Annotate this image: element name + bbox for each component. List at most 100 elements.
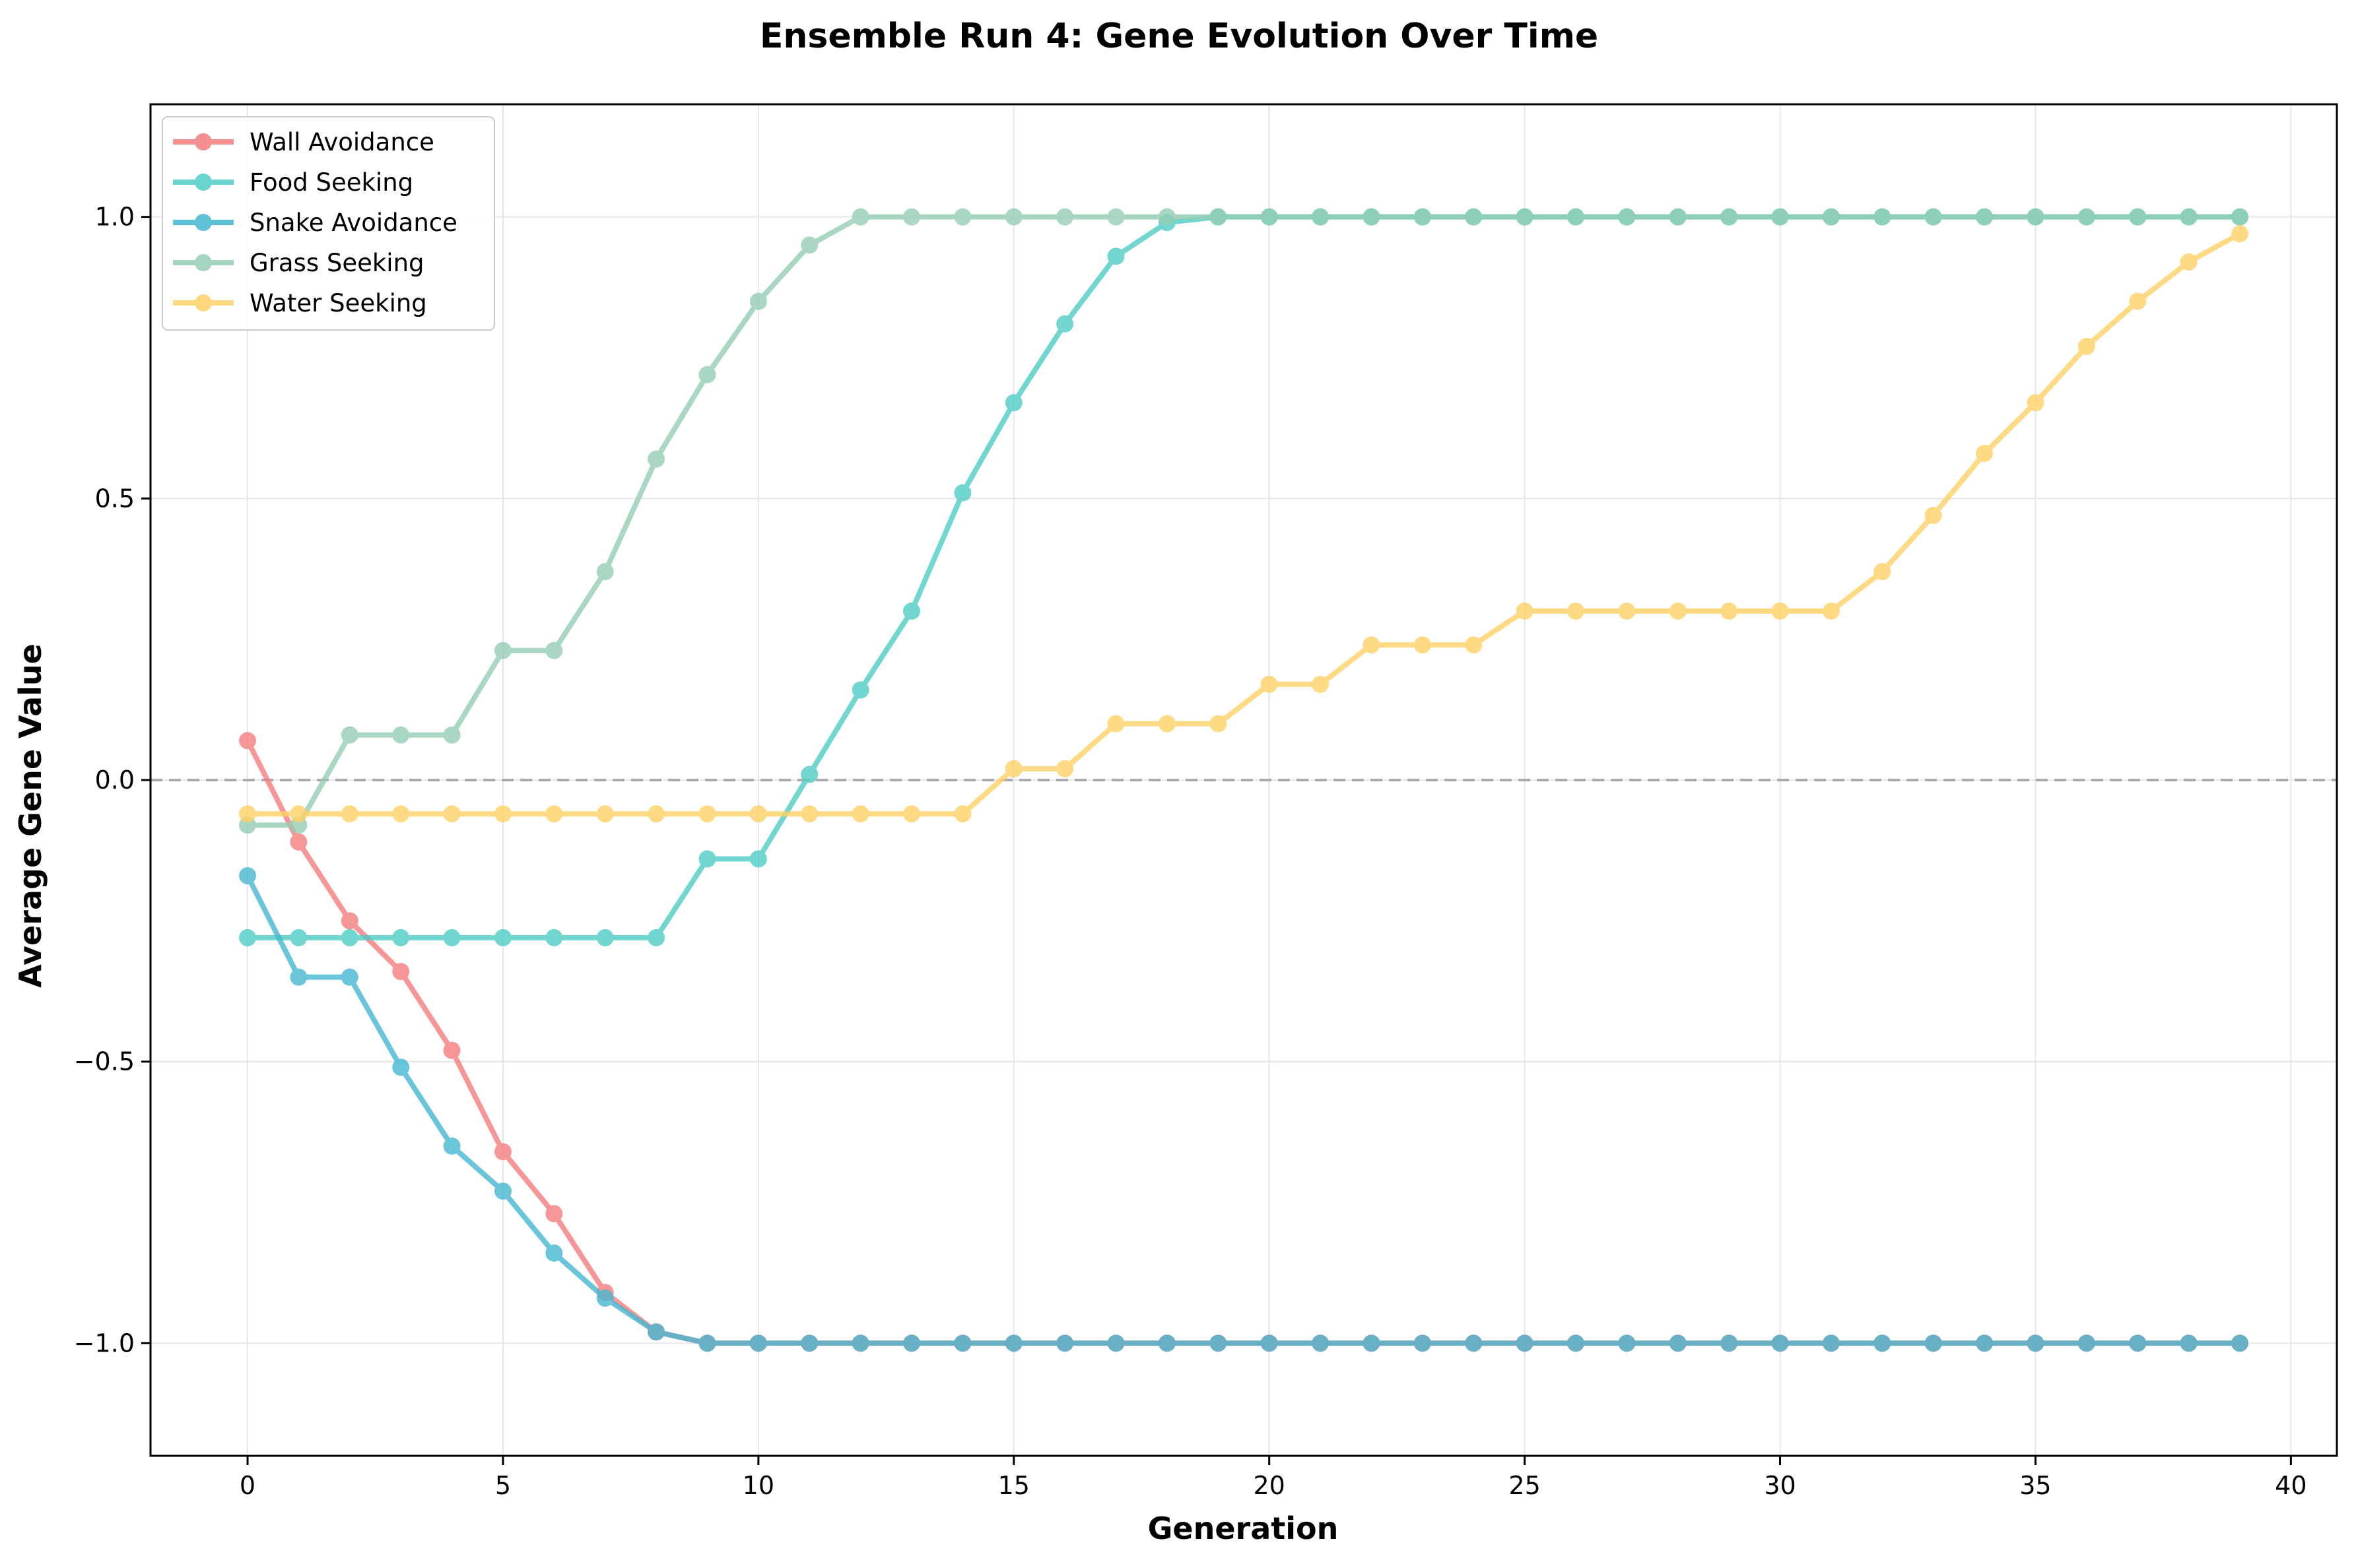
data-point-snake-avoidance	[954, 1334, 972, 1352]
data-point-snake-avoidance	[1107, 1334, 1125, 1352]
data-point-water-seeking	[1771, 603, 1789, 620]
data-point-snake-avoidance	[1465, 1334, 1483, 1352]
data-point-snake-avoidance	[648, 1323, 665, 1341]
data-point-grass-seeking	[2129, 208, 2147, 226]
data-point-snake-avoidance	[749, 1334, 767, 1352]
data-point-grass-seeking	[698, 366, 716, 383]
data-point-water-seeking	[1056, 760, 1074, 777]
data-point-grass-seeking	[1056, 208, 1074, 226]
legend-item-water-seeking	[173, 294, 234, 311]
data-point-food-seeking	[749, 850, 767, 868]
data-point-food-seeking	[341, 929, 358, 946]
data-point-grass-seeking	[443, 726, 461, 744]
legend: Wall Avoidance Food Seeking Snake Avoidanc…	[162, 116, 495, 331]
data-point-snake-avoidance	[1209, 1334, 1227, 1352]
series-wall-avoidance	[239, 732, 2248, 1352]
data-point-water-seeking	[392, 805, 410, 823]
data-point-wall-avoidance	[392, 963, 410, 981]
data-point-food-seeking	[852, 681, 869, 699]
data-point-water-seeking	[903, 805, 921, 823]
data-point-water-seeking	[1669, 603, 1687, 620]
data-point-grass-seeking	[1312, 208, 1330, 226]
x-tick-label: 5	[495, 1471, 511, 1500]
data-point-water-seeking	[1260, 675, 1278, 693]
data-point-grass-seeking	[341, 726, 358, 744]
legend-swatch-marker	[195, 133, 212, 150]
data-point-water-seeking	[2077, 337, 2095, 355]
data-point-grass-seeking	[954, 208, 972, 226]
data-point-food-seeking	[1005, 394, 1023, 412]
y-tick-label: 1.0	[95, 203, 135, 232]
data-point-snake-avoidance	[2027, 1334, 2044, 1352]
data-point-water-seeking	[954, 805, 972, 823]
data-point-water-seeking	[2129, 292, 2147, 310]
x-tick-label: 15	[998, 1471, 1030, 1500]
data-point-snake-avoidance	[1618, 1334, 1636, 1352]
series-grass-seeking	[239, 208, 2248, 834]
data-point-grass-seeking	[1976, 208, 1994, 226]
data-point-water-seeking	[801, 805, 819, 823]
y-tick-label: 0.5	[95, 484, 135, 513]
data-point-snake-avoidance	[1822, 1334, 1840, 1352]
data-point-snake-avoidance	[2180, 1334, 2198, 1352]
data-point-snake-avoidance	[1312, 1334, 1330, 1352]
data-point-snake-avoidance	[392, 1059, 410, 1076]
data-point-water-seeking	[1005, 760, 1023, 777]
y-tick-label: −1.0	[74, 1328, 135, 1357]
data-point-snake-avoidance	[443, 1137, 461, 1155]
data-point-grass-seeking	[749, 292, 767, 310]
legend-box	[162, 116, 495, 331]
data-point-grass-seeking	[2231, 208, 2248, 226]
data-point-water-seeking	[852, 805, 869, 823]
legend-label: Grass Seeking	[250, 249, 424, 277]
data-point-wall-avoidance	[239, 732, 257, 750]
data-point-snake-avoidance	[1873, 1334, 1891, 1352]
series-layer	[239, 208, 2248, 1352]
data-point-snake-avoidance	[596, 1290, 614, 1307]
data-point-food-seeking	[1107, 247, 1125, 265]
y-tick-label: −0.5	[74, 1047, 135, 1076]
data-point-food-seeking	[903, 603, 921, 620]
x-axis-label: Generation	[1148, 1511, 1339, 1546]
data-point-water-seeking	[1822, 603, 1840, 620]
data-point-snake-avoidance	[698, 1334, 716, 1352]
x-tick-label: 30	[1764, 1471, 1796, 1500]
data-point-water-seeking	[1566, 603, 1584, 620]
legend-swatch-marker	[195, 174, 212, 191]
data-point-snake-avoidance	[290, 968, 308, 986]
data-point-food-seeking	[596, 929, 614, 946]
y-axis-ticks: −1.0 −0.5 0.0 0.5 1.0	[74, 203, 151, 1357]
data-point-water-seeking	[1720, 603, 1738, 620]
data-point-grass-seeking	[1924, 208, 1942, 226]
data-point-water-seeking	[698, 805, 716, 823]
data-point-snake-avoidance	[1413, 1334, 1431, 1352]
legend-item-snake-avoidance	[173, 214, 234, 231]
legend-label: Wall Avoidance	[250, 128, 434, 156]
data-point-grass-seeking	[2077, 208, 2095, 226]
legend-label: Water Seeking	[250, 289, 427, 317]
x-tick-label: 20	[1254, 1471, 1285, 1500]
data-point-snake-avoidance	[903, 1334, 921, 1352]
data-point-water-seeking	[2180, 253, 2198, 271]
data-point-grass-seeking	[903, 208, 921, 226]
data-point-snake-avoidance	[1363, 1334, 1380, 1352]
data-point-grass-seeking	[1618, 208, 1636, 226]
data-point-snake-avoidance	[494, 1182, 512, 1200]
data-point-grass-seeking	[2027, 208, 2044, 226]
data-point-grass-seeking	[1005, 208, 1023, 226]
data-point-water-seeking	[1618, 603, 1636, 620]
data-point-food-seeking	[698, 850, 716, 868]
data-point-food-seeking	[239, 929, 257, 946]
data-point-food-seeking	[443, 929, 461, 946]
legend-swatch-marker	[195, 214, 212, 231]
data-point-grass-seeking	[1209, 208, 1227, 226]
legend-swatch-marker	[195, 254, 212, 271]
data-point-snake-avoidance	[2077, 1334, 2095, 1352]
x-tick-label: 25	[1508, 1471, 1540, 1500]
data-point-grass-seeking	[801, 236, 819, 254]
data-point-water-seeking	[545, 805, 563, 823]
data-point-grass-seeking	[852, 208, 869, 226]
data-point-water-seeking	[1976, 445, 1994, 463]
data-point-snake-avoidance	[239, 867, 257, 885]
